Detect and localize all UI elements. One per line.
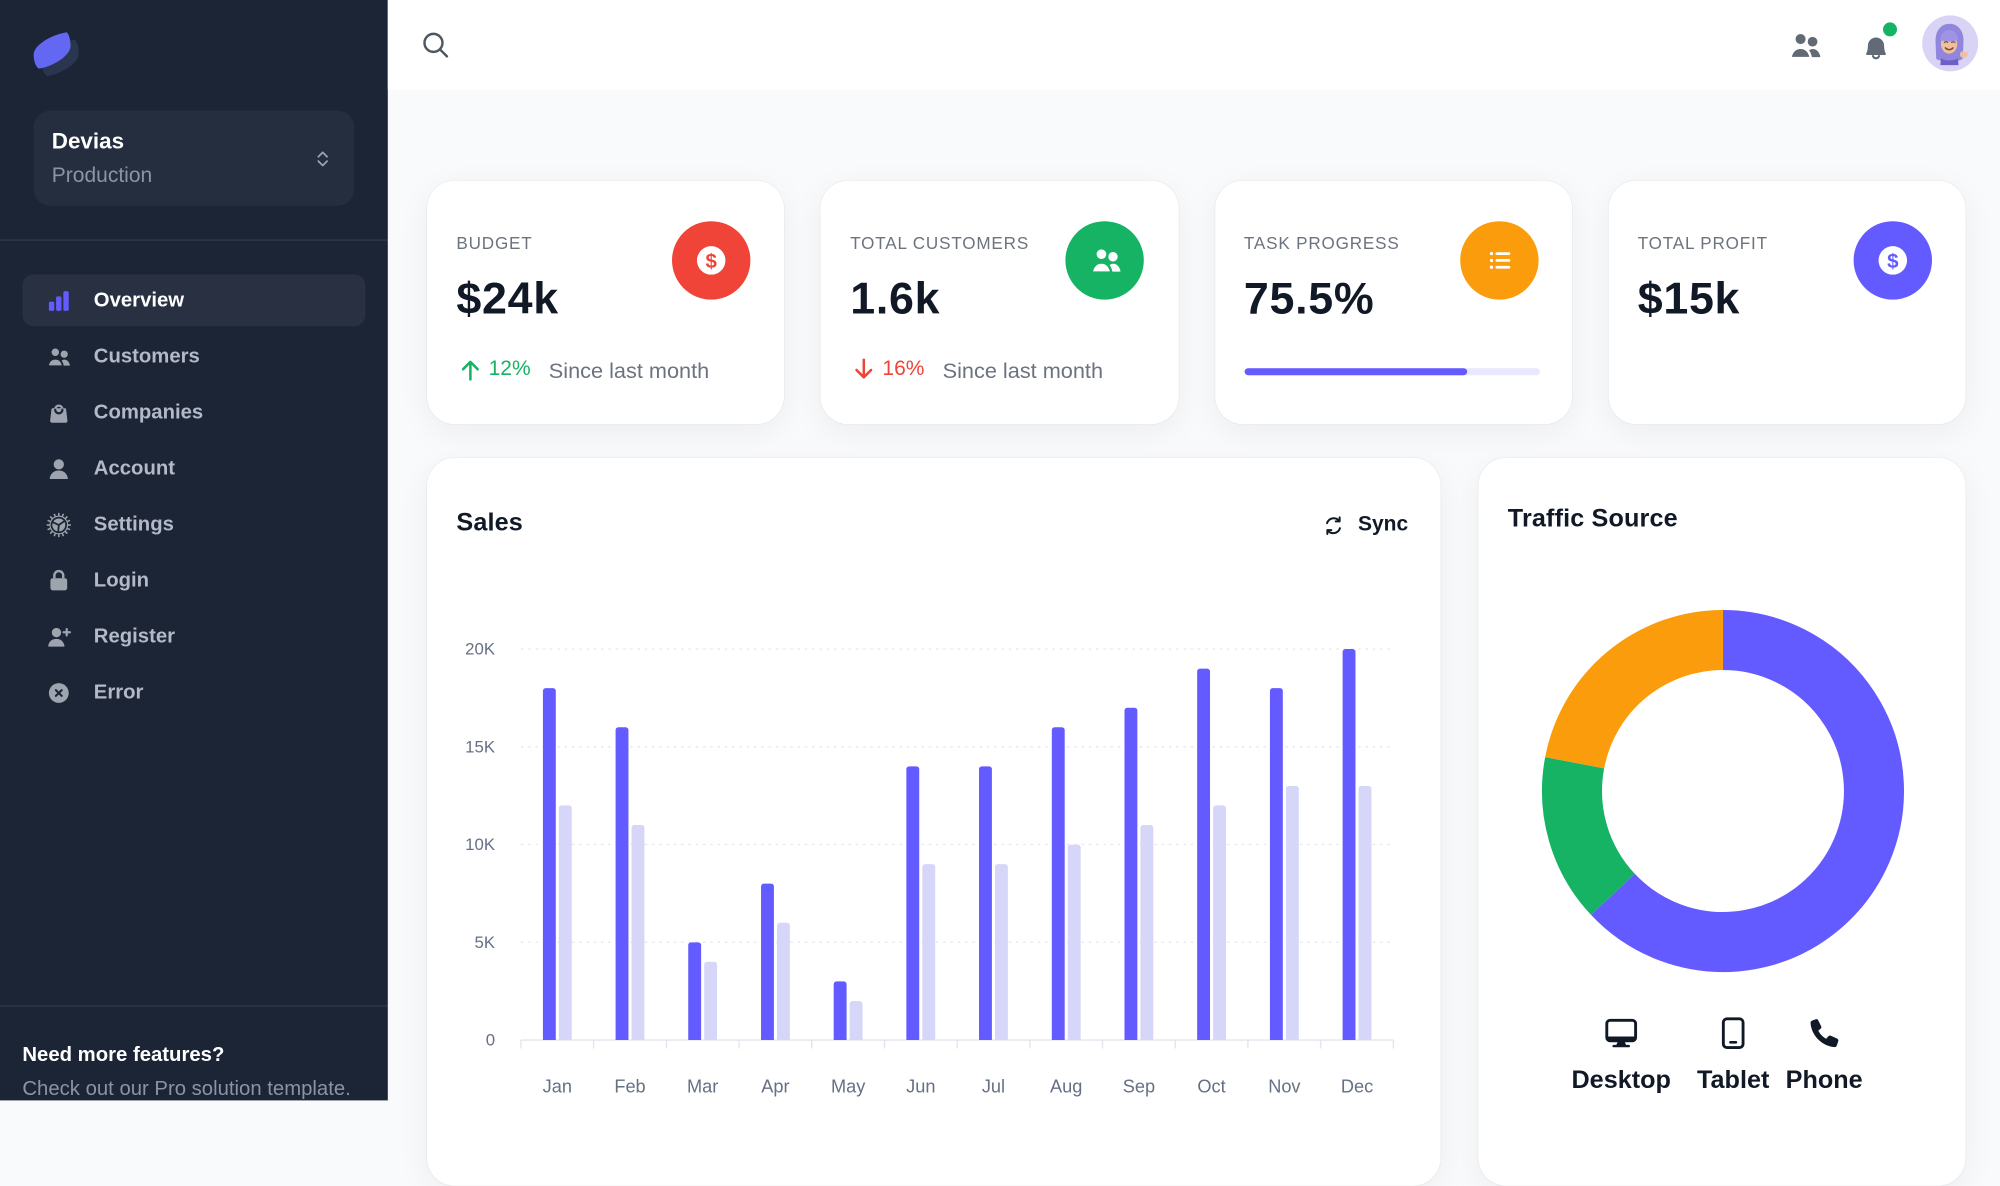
svg-text:Oct: Oct — [1197, 1077, 1225, 1097]
svg-text:10K: 10K — [465, 835, 495, 854]
svg-text:Aug: Aug — [1050, 1077, 1082, 1097]
svg-text:Jul: Jul — [982, 1077, 1005, 1097]
svg-text:0: 0 — [486, 1031, 495, 1050]
svg-text:Jan: Jan — [543, 1077, 572, 1097]
svg-text:Sep: Sep — [1123, 1077, 1155, 1097]
svg-text:$: $ — [706, 250, 718, 273]
svg-text:Feb: Feb — [614, 1077, 645, 1097]
svg-text:Mar: Mar — [687, 1077, 718, 1097]
svg-text:Nov: Nov — [1268, 1077, 1301, 1097]
svg-text:Dec: Dec — [1341, 1077, 1373, 1097]
svg-text:5K: 5K — [475, 933, 496, 952]
svg-text:15K: 15K — [465, 737, 495, 756]
svg-text:Jun: Jun — [906, 1077, 935, 1097]
svg-text:$: $ — [1887, 250, 1899, 273]
svg-text:May: May — [831, 1077, 866, 1097]
svg-text:Apr: Apr — [761, 1077, 789, 1097]
svg-text:20K: 20K — [465, 640, 495, 659]
